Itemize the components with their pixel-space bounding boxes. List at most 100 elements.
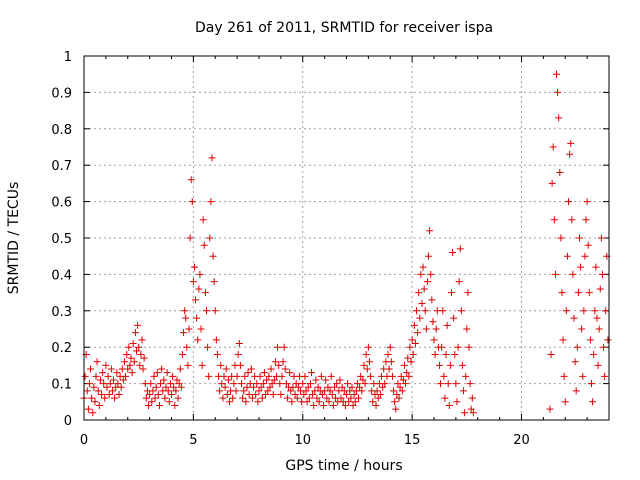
data-point [579,372,587,380]
data-point [101,394,109,402]
data-point [238,380,245,388]
data-point [255,387,263,395]
data-point [442,350,450,358]
data-point [96,376,104,384]
data-point [173,376,181,384]
data-point [184,361,192,369]
data-point [197,325,205,333]
data-point [250,383,258,391]
data-point [146,391,154,399]
data-point [208,154,216,162]
data-point [426,227,434,235]
data-point [351,398,359,406]
data-point [344,380,352,388]
data-point [104,372,112,380]
data-point [306,380,314,388]
data-point [347,394,355,402]
data-point [348,383,356,391]
data-point [217,361,225,369]
data-point [270,376,278,384]
data-point [218,380,226,388]
data-point [396,383,404,391]
data-point [373,387,381,395]
data-point [329,401,337,409]
data-point [102,361,110,369]
data-point [162,383,170,391]
data-point [242,398,250,406]
data-point [247,365,255,373]
data-point [131,329,139,337]
data-point [147,380,155,388]
data-point [115,391,123,399]
data-point [574,289,582,297]
data-point [304,383,312,391]
data-point [239,394,247,402]
data-point [235,340,243,348]
data-point [421,307,429,315]
data-point [327,372,335,380]
data-point [435,361,443,369]
data-point [259,380,267,388]
data-point [212,336,220,344]
data-point [148,398,156,406]
data-point [293,394,301,402]
data-point [394,380,402,388]
data-point [586,336,594,344]
data-point [287,387,295,395]
data-point [588,380,595,388]
data-point [376,391,384,399]
data-point [397,372,405,380]
data-point [164,387,172,395]
data-point [418,300,426,308]
data-point [402,380,410,388]
data-point [166,380,174,388]
data-point [374,394,382,402]
data-point [100,380,108,388]
data-point [127,354,135,362]
y-tick-label: 0.9 [51,86,72,101]
data-point [254,398,262,406]
data-point [392,405,400,413]
data-point [395,394,403,402]
data-point [312,376,320,384]
data-point [338,383,346,391]
data-point [598,270,606,278]
data-point [139,365,147,373]
data-point [416,314,424,322]
data-point [589,398,597,406]
data-point [128,369,136,377]
data-point [570,314,578,322]
data-point [591,307,599,315]
data-point [274,343,282,351]
y-tick-label: 0.1 [51,378,72,393]
y-tick-label: 0.8 [51,123,72,138]
data-point [439,307,447,315]
data-point [417,270,425,278]
data-point [120,358,128,366]
data-point [207,198,215,206]
data-point [256,372,264,380]
data-point [286,369,294,377]
data-point [326,387,334,395]
y-tick-label: 0.3 [51,305,72,320]
data-point [205,372,213,380]
data-point [398,387,406,395]
data-point [122,372,130,380]
data-point [213,350,221,358]
data-point [107,365,115,373]
data-point [555,114,563,122]
data-point [219,394,227,402]
data-point [551,270,559,278]
data-point [280,343,288,351]
data-point [464,289,472,297]
data-point [409,350,417,358]
data-point [142,394,150,402]
data-point [248,394,256,402]
data-point [405,372,413,380]
data-point [559,336,567,344]
data-point [310,401,318,409]
data-point [157,380,165,388]
data-point [385,365,393,373]
data-point [83,387,91,395]
